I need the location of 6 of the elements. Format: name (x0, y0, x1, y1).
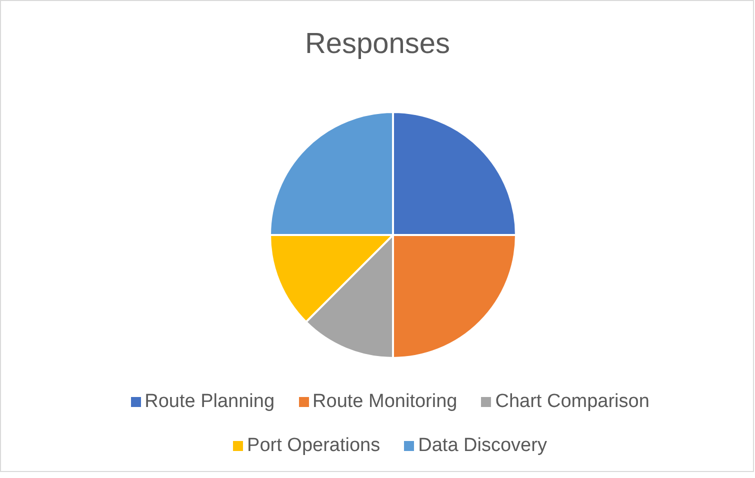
legend-label: Data Discovery (418, 435, 547, 456)
chart-title: Responses (304, 28, 452, 61)
legend-label: Route Planning (144, 391, 275, 412)
legend-label: Route Monitoring (312, 391, 458, 412)
legend-label: Port Operations (247, 435, 380, 456)
legend-label: Chart Comparison (495, 391, 650, 412)
